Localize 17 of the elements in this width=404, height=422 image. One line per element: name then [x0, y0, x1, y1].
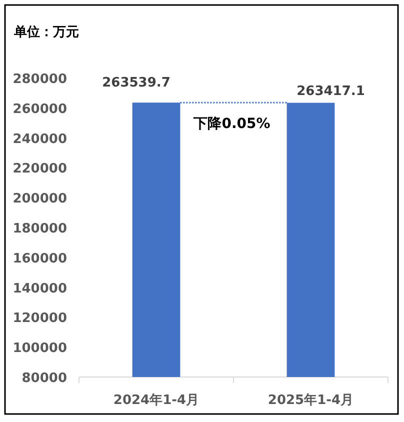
- y-tick-label: 140000: [12, 281, 67, 296]
- y-tick-label: 220000: [12, 162, 67, 177]
- y-tick-label: 120000: [12, 311, 67, 326]
- y-tick-label: 160000: [12, 251, 67, 266]
- x-tick-label: 2025年1-4月: [268, 393, 354, 408]
- y-tick-label: 260000: [12, 102, 67, 117]
- data-label: 263539.7: [102, 76, 170, 91]
- y-tick-label: 80000: [22, 371, 67, 386]
- x-tick-label: 2024年1-4月: [113, 393, 200, 408]
- annotation: 下降0.05%: [192, 116, 270, 132]
- y-tick-label: 280000: [12, 72, 67, 87]
- y-tick-label: 200000: [12, 192, 67, 207]
- y-tick-label: 180000: [12, 222, 67, 236]
- y-axis-title: 单位：万元: [13, 24, 79, 40]
- y-tick-label: 100000: [12, 341, 67, 356]
- y-tick-label: 240000: [12, 132, 67, 147]
- data-label: 263417.1: [296, 84, 365, 99]
